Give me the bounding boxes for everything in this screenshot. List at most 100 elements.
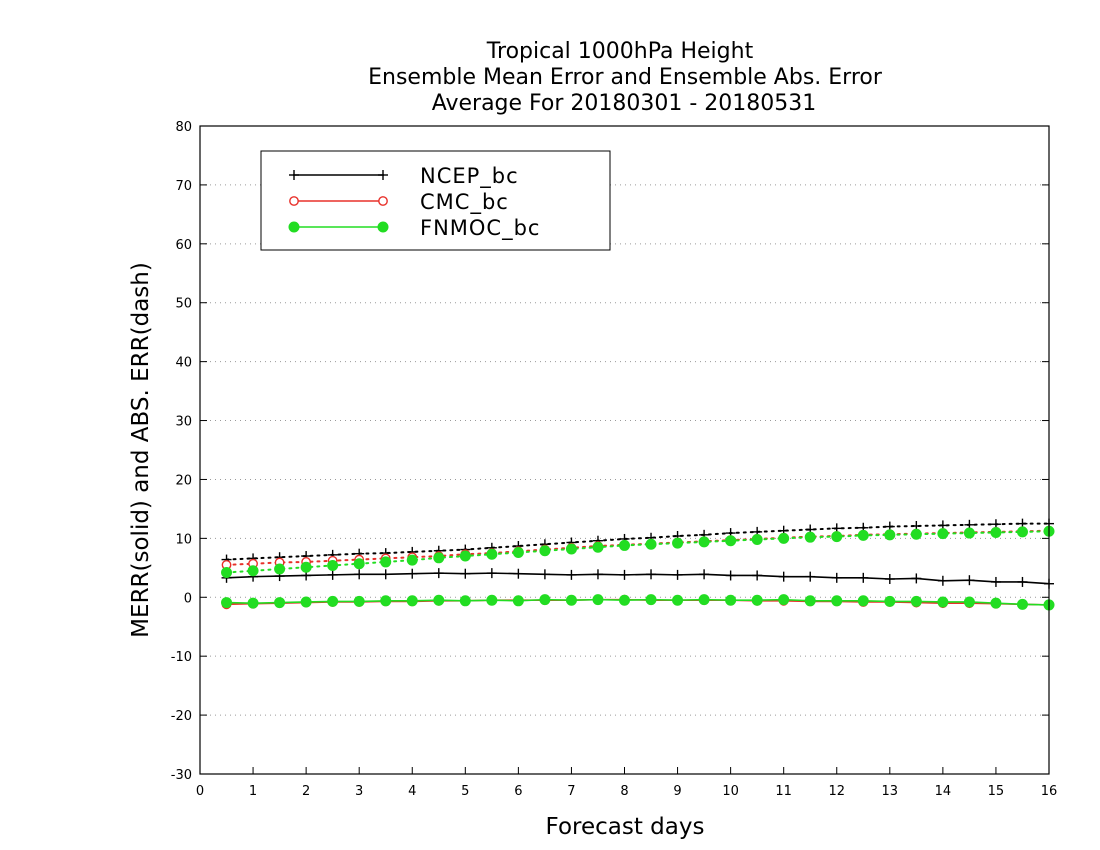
abs-err-point-fnmoc-bc — [937, 528, 949, 540]
abs-err-point-fnmoc-bc — [963, 527, 975, 539]
abs-err-point-fnmoc-bc — [645, 538, 657, 550]
legend-item-ncep-bc: NCEP_bc — [289, 164, 519, 189]
legend-marker-start — [289, 196, 299, 206]
gridlines — [200, 184, 1049, 716]
x-tick-label: 6 — [514, 784, 522, 799]
merr-point-ncep-bc — [831, 572, 842, 583]
merr-point-ncep-bc — [884, 574, 895, 585]
legend-marker-start — [289, 170, 299, 180]
abs-err-point-fnmoc-bc — [831, 531, 843, 543]
abs-err-point-fnmoc-bc — [725, 535, 737, 547]
abs-err-line-ncep-bc — [225, 522, 1050, 561]
x-tick-label: 3 — [355, 784, 363, 799]
merr-point-ncep-bc — [911, 573, 922, 584]
merr-point-fnmoc-bc — [725, 594, 737, 606]
x-tick-label: 13 — [882, 784, 899, 799]
abs-err-point-fnmoc-bc — [619, 539, 630, 551]
legend-marker-end — [377, 221, 389, 233]
merr-point-ncep-bc — [725, 570, 736, 581]
merr-point-fnmoc-bc — [406, 595, 418, 607]
abs-err-point-fnmoc-bc — [778, 532, 790, 544]
y-tick-label: 70 — [175, 179, 192, 194]
series-ncep-bc — [221, 518, 1054, 589]
merr-point-ncep-bc — [327, 569, 338, 580]
abs-err-point-fnmoc-bc — [406, 554, 418, 566]
abs-err-point-fnmoc-bc — [592, 541, 604, 553]
abs-err-point-fnmoc-bc — [990, 526, 1002, 538]
merr-point-ncep-bc — [486, 568, 497, 579]
x-tick-label: 14 — [935, 784, 952, 799]
x-tick-label: 0 — [196, 784, 204, 799]
abs-err-point-fnmoc-bc — [274, 563, 286, 575]
merr-point-fnmoc-bc — [645, 594, 657, 606]
merr-point-fnmoc-bc — [459, 595, 471, 607]
x-tick-label: 9 — [673, 784, 681, 799]
legend-marker-end — [378, 170, 388, 180]
merr-point-fnmoc-bc — [910, 595, 922, 607]
merr-point-fnmoc-bc — [619, 594, 630, 606]
merr-point-ncep-bc — [460, 568, 471, 579]
abs-err-point-fnmoc-bc — [910, 528, 922, 540]
y-tick-label: 40 — [175, 356, 192, 371]
chart-title: Tropical 1000hPa Height Ensemble Mean Er… — [368, 39, 883, 116]
merr-point-fnmoc-bc — [857, 595, 869, 607]
merr-point-fnmoc-bc — [565, 594, 577, 606]
abs-err-point-fnmoc-bc — [672, 537, 684, 549]
abs-err-point-fnmoc-bc — [884, 529, 896, 541]
x-tick-label: 1 — [249, 784, 257, 799]
x-tick-label: 10 — [722, 784, 739, 799]
abs-err-point-fnmoc-bc — [433, 552, 445, 564]
x-tick-label: 15 — [988, 784, 1005, 799]
merr-point-ncep-bc — [699, 569, 710, 580]
abs-err-line-cmc-bc — [225, 529, 1050, 566]
abs-err-point-fnmoc-bc — [565, 543, 577, 555]
merr-point-ncep-bc — [964, 575, 975, 586]
merr-point-fnmoc-bc — [274, 597, 286, 609]
y-tick-label: 50 — [175, 297, 192, 312]
x-tick-label: 7 — [567, 784, 575, 799]
merr-point-ncep-bc — [513, 568, 524, 579]
y-tick-label: 20 — [175, 473, 192, 488]
merr-point-ncep-bc — [672, 569, 683, 580]
merr-point-ncep-bc — [778, 571, 789, 582]
y-tick-label: 60 — [175, 238, 192, 253]
legend-label-ncep-bc: NCEP_bc — [420, 164, 519, 189]
merr-point-ncep-bc — [646, 569, 657, 580]
title-line-2: Ensemble Mean Error and Ensemble Abs. Er… — [368, 65, 883, 90]
merr-point-ncep-bc — [805, 571, 816, 582]
legend-label-cmc-bc: CMC_bc — [420, 190, 509, 215]
abs-err-point-fnmoc-bc — [751, 534, 763, 546]
merr-point-ncep-bc — [539, 569, 550, 580]
merr-point-fnmoc-bc — [221, 597, 233, 609]
merr-point-fnmoc-bc — [486, 594, 498, 606]
x-tick-label: 2 — [302, 784, 310, 799]
legend-item-fnmoc-bc: FNMOC_bc — [288, 216, 539, 241]
x-tick-label: 5 — [461, 784, 469, 799]
merr-point-fnmoc-bc — [963, 596, 975, 608]
abs-err-point-fnmoc-bc — [857, 529, 869, 541]
abs-err-point-fnmoc-bc — [804, 531, 816, 543]
merr-point-ncep-bc — [619, 569, 630, 580]
x-tick-label: 4 — [408, 784, 416, 799]
abs-err-point-fnmoc-bc — [539, 545, 551, 557]
x-tick-label: 12 — [828, 784, 845, 799]
merr-point-fnmoc-bc — [990, 597, 1002, 609]
merr-point-ncep-bc — [354, 569, 365, 580]
abs-err-point-fnmoc-bc — [380, 556, 392, 568]
abs-err-point-fnmoc-bc — [698, 536, 710, 548]
merr-point-fnmoc-bc — [804, 595, 816, 607]
merr-point-fnmoc-bc — [778, 594, 790, 606]
abs-err-point-fnmoc-bc — [486, 548, 498, 560]
legend-item-cmc-bc: CMC_bc — [289, 190, 509, 215]
merr-point-ncep-bc — [380, 569, 391, 580]
merr-point-fnmoc-bc — [433, 594, 445, 606]
merr-point-fnmoc-bc — [512, 595, 524, 607]
series-cmc-bc — [221, 525, 1054, 610]
merr-point-fnmoc-bc — [751, 594, 763, 606]
series-layer — [221, 518, 1055, 611]
x-tick-label: 11 — [775, 784, 792, 799]
merr-point-ncep-bc — [990, 576, 1001, 587]
